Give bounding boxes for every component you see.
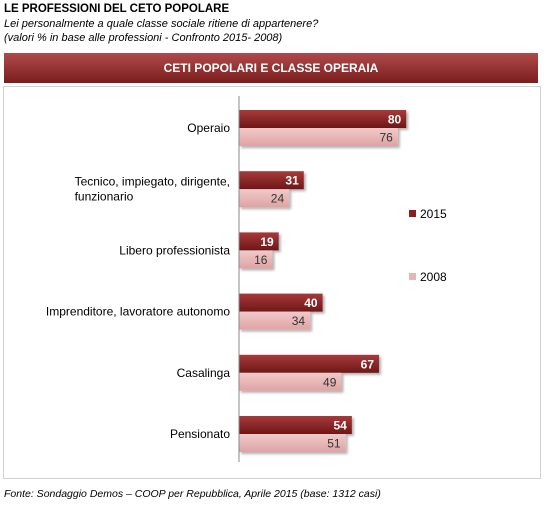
bar-2008 <box>239 250 273 269</box>
bar-2008 <box>239 311 311 330</box>
chart-subtitle: Lei personalmente a quale classe sociale… <box>4 17 318 45</box>
category-label: Operaio <box>187 121 230 135</box>
legend-swatch-2008 <box>409 273 416 280</box>
bar-2008 <box>239 128 398 146</box>
data-label-2008: 51 <box>327 437 341 451</box>
data-label-2015: 54 <box>334 419 348 433</box>
bar-2015 <box>239 232 279 251</box>
bar-2015 <box>239 354 380 373</box>
bar-2008 <box>239 189 290 208</box>
data-label-2008: 49 <box>323 375 337 389</box>
bar-2008 <box>239 372 342 391</box>
data-label-2015: 19 <box>260 235 274 249</box>
data-label-2008: 76 <box>379 131 393 145</box>
category-label: Tecnico, impiegato, dirigente, <box>75 175 230 189</box>
category-label: Pensionato <box>170 427 230 441</box>
legend-label-2015: 2015 <box>420 207 447 221</box>
legend-swatch-2015 <box>409 210 416 217</box>
data-label-2008: 24 <box>271 192 285 206</box>
section-banner: CETI POPOLARI E CLASSE OPERAIA <box>4 53 538 83</box>
data-label-2015: 80 <box>388 113 402 127</box>
category-label: Casalinga <box>177 366 231 380</box>
category-label: Imprenditore, lavoratore autonomo <box>46 305 230 319</box>
source-note: Fonte: Sondaggio Demos – COOP per Repubb… <box>4 488 381 500</box>
legend-label-2008: 2008 <box>420 270 447 284</box>
chart-frame <box>3 86 541 479</box>
chart-title: LE PROFESSIONI DEL CETO POPOLARE <box>4 3 230 15</box>
data-label-2008: 34 <box>292 314 306 328</box>
bar-2008 <box>239 434 346 452</box>
data-label-2015: 40 <box>304 296 318 310</box>
category-label: funzionario <box>75 190 134 204</box>
data-label-2015: 31 <box>285 174 299 188</box>
data-label-2008: 16 <box>254 253 268 267</box>
bar-2015 <box>239 293 323 312</box>
subtitle-line-1: Lei personalmente a quale classe sociale… <box>4 18 319 30</box>
bar-2015 <box>239 416 352 434</box>
category-label: Libero professionista <box>119 243 230 257</box>
bar-2015 <box>239 110 407 128</box>
subtitle-line-2: (valori % in base alle professioni - Con… <box>4 32 283 44</box>
data-label-2015: 67 <box>361 357 375 371</box>
bar-2015 <box>239 171 304 190</box>
